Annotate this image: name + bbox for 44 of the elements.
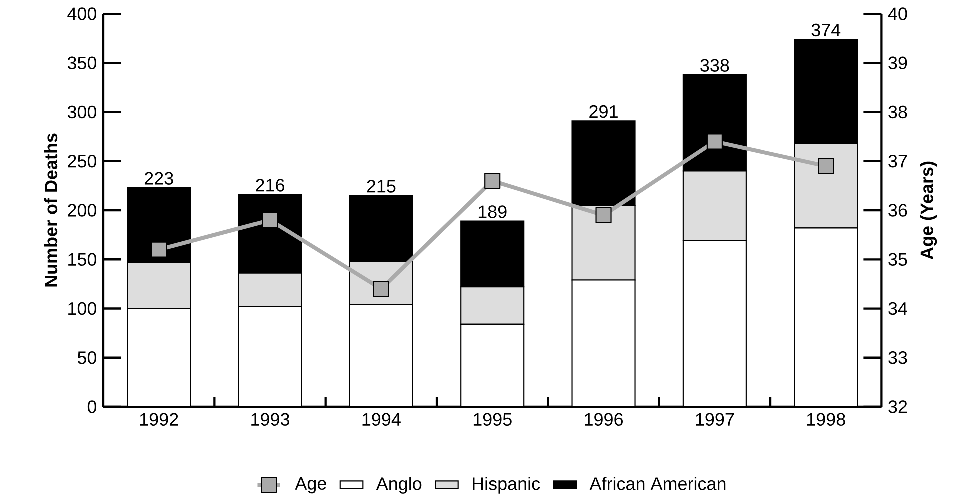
y2-tick-label: 35 <box>888 253 908 266</box>
y2-tick-label: 32 <box>888 400 908 414</box>
total-label: 223 <box>144 172 174 185</box>
total-label: 189 <box>478 206 507 218</box>
point <box>818 158 834 174</box>
y2-tick-label: 36 <box>888 204 908 217</box>
total-label: 291 <box>590 105 618 118</box>
point <box>262 212 278 228</box>
y-tick-label: 300 <box>68 106 97 119</box>
y-tick-label: 50 <box>78 352 97 364</box>
y2-tick-label: 34 <box>888 302 908 316</box>
total-label: 338 <box>700 59 730 72</box>
y2-tick-label: 33 <box>888 352 908 364</box>
point <box>706 134 723 150</box>
x-tick-label: 1998 <box>807 413 846 426</box>
y-tick-label: 100 <box>68 302 97 316</box>
y2-tick-label: 40 <box>888 8 908 20</box>
total-label: 215 <box>367 180 396 193</box>
y-tick-label: 350 <box>68 56 97 70</box>
point <box>484 173 501 190</box>
total-label: 216 <box>256 179 284 192</box>
point <box>151 242 168 258</box>
y-tick-label: 0 <box>88 400 97 414</box>
legend-label: Hispanic <box>473 477 540 494</box>
y-axis-title: Number of Deaths <box>44 134 58 287</box>
x-tick-label: 1992 <box>140 413 178 426</box>
x-tick-label: 1996 <box>585 413 623 426</box>
y2-axis-title: Age (Years) <box>920 162 938 260</box>
y2-tick-label: 39 <box>888 56 908 70</box>
y-tick-label: 150 <box>68 253 97 266</box>
x-tick-label: 1995 <box>474 413 512 426</box>
y-tick-label: 400 <box>68 8 97 20</box>
y-tick-label: 200 <box>68 204 97 217</box>
legend-label: African American <box>590 477 726 490</box>
y-tick-label: 250 <box>68 155 97 168</box>
y2-tick-label: 37 <box>888 155 908 168</box>
x-tick-label: 1994 <box>362 413 401 426</box>
x-tick-label: 1997 <box>696 413 734 426</box>
point <box>596 207 612 224</box>
x-tick-label: 1993 <box>252 413 290 426</box>
legend-label: Anglo <box>376 477 422 494</box>
total-label: 374 <box>812 24 841 37</box>
legend-label: Age <box>295 477 326 494</box>
y2-tick-label: 38 <box>888 106 908 119</box>
